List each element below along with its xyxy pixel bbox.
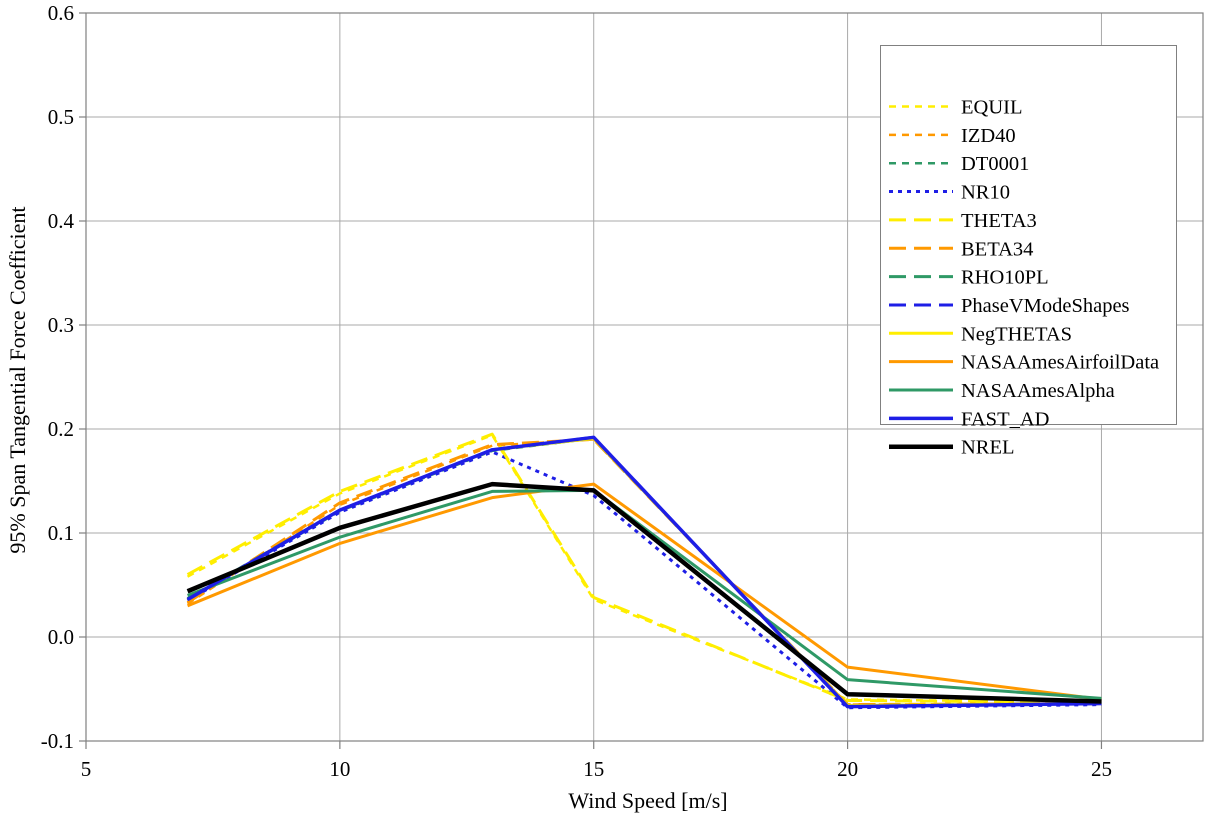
legend-item-NREL: NREL (889, 437, 1015, 459)
y-tick-label: 0.2 (48, 417, 74, 441)
legend-item-NegTHETAS: NegTHETAS (889, 323, 1072, 345)
legend-label: DT0001 (961, 153, 1029, 175)
x-tick-label: 25 (1091, 757, 1112, 781)
legend-item-BETA34: BETA34 (889, 238, 1033, 260)
legend-label: RHO10PL (961, 267, 1049, 289)
legend-label: EQUIL (961, 97, 1022, 119)
y-tick-label: -0.1 (41, 729, 74, 753)
y-tick-label: 0.5 (48, 105, 74, 129)
legend-item-NASAAmesAirfoilData: NASAAmesAirfoilData (889, 352, 1159, 374)
x-tick-label: 15 (583, 757, 604, 781)
legend-item-IZD40: IZD40 (889, 125, 1016, 147)
series-line-NREL (186, 481, 1102, 704)
legend-item-DT0001: DT0001 (889, 153, 1029, 175)
series-line-FAST_AD (186, 435, 1102, 709)
legend-item-FAST_AD: FAST_AD (889, 408, 1049, 430)
y-tick-label: 0.0 (48, 625, 74, 649)
legend-label: IZD40 (961, 125, 1016, 147)
y-tick-label: 0.3 (48, 313, 74, 337)
legend-label: NR10 (961, 182, 1010, 204)
legend: EQUIL IZD40 DT0001 NR10 THETA3 BETA34 RHO10PL P… (880, 45, 1177, 459)
legend-label: FAST_AD (961, 408, 1049, 430)
legend-label: PhaseVModeShapes (961, 295, 1130, 317)
series-line-THETA3 (186, 432, 1102, 705)
legend-item-PhaseVModeShapes: PhaseVModeShapes (889, 295, 1130, 317)
plot-border (85, 12, 1204, 742)
x-axis-title: Wind Speed [m/s] (568, 788, 727, 813)
y-axis-title: 95% Span Tangential Force Coefficient (5, 206, 30, 553)
legend-label: NASAAmesAirfoilData (961, 352, 1159, 374)
x-tick-label: 20 (837, 757, 858, 781)
legend-item-RHO10PL: RHO10PL (889, 267, 1049, 289)
x-tick-label: 5 (81, 757, 92, 781)
legend-item-NR10: NR10 (889, 182, 1010, 204)
legend-label: NASAAmesAlpha (961, 380, 1115, 402)
legend-label: BETA34 (961, 238, 1033, 260)
legend-label: NegTHETAS (961, 323, 1072, 345)
legend-item-NASAAmesAlpha: NASAAmesAlpha (889, 380, 1115, 402)
y-tick-label: 0.6 (48, 1, 74, 25)
y-tick-label: 0.1 (48, 521, 74, 545)
legend-item-THETA3: THETA3 (889, 210, 1037, 232)
legend-item-EQUIL: EQUIL (889, 97, 1022, 119)
y-tick-label: 0.4 (48, 209, 75, 233)
legend-label: NREL (961, 437, 1015, 459)
x-tick-label: 10 (329, 757, 350, 781)
series-line-NASAAmesAlpha (187, 488, 1102, 700)
legend-label: THETA3 (961, 210, 1037, 232)
